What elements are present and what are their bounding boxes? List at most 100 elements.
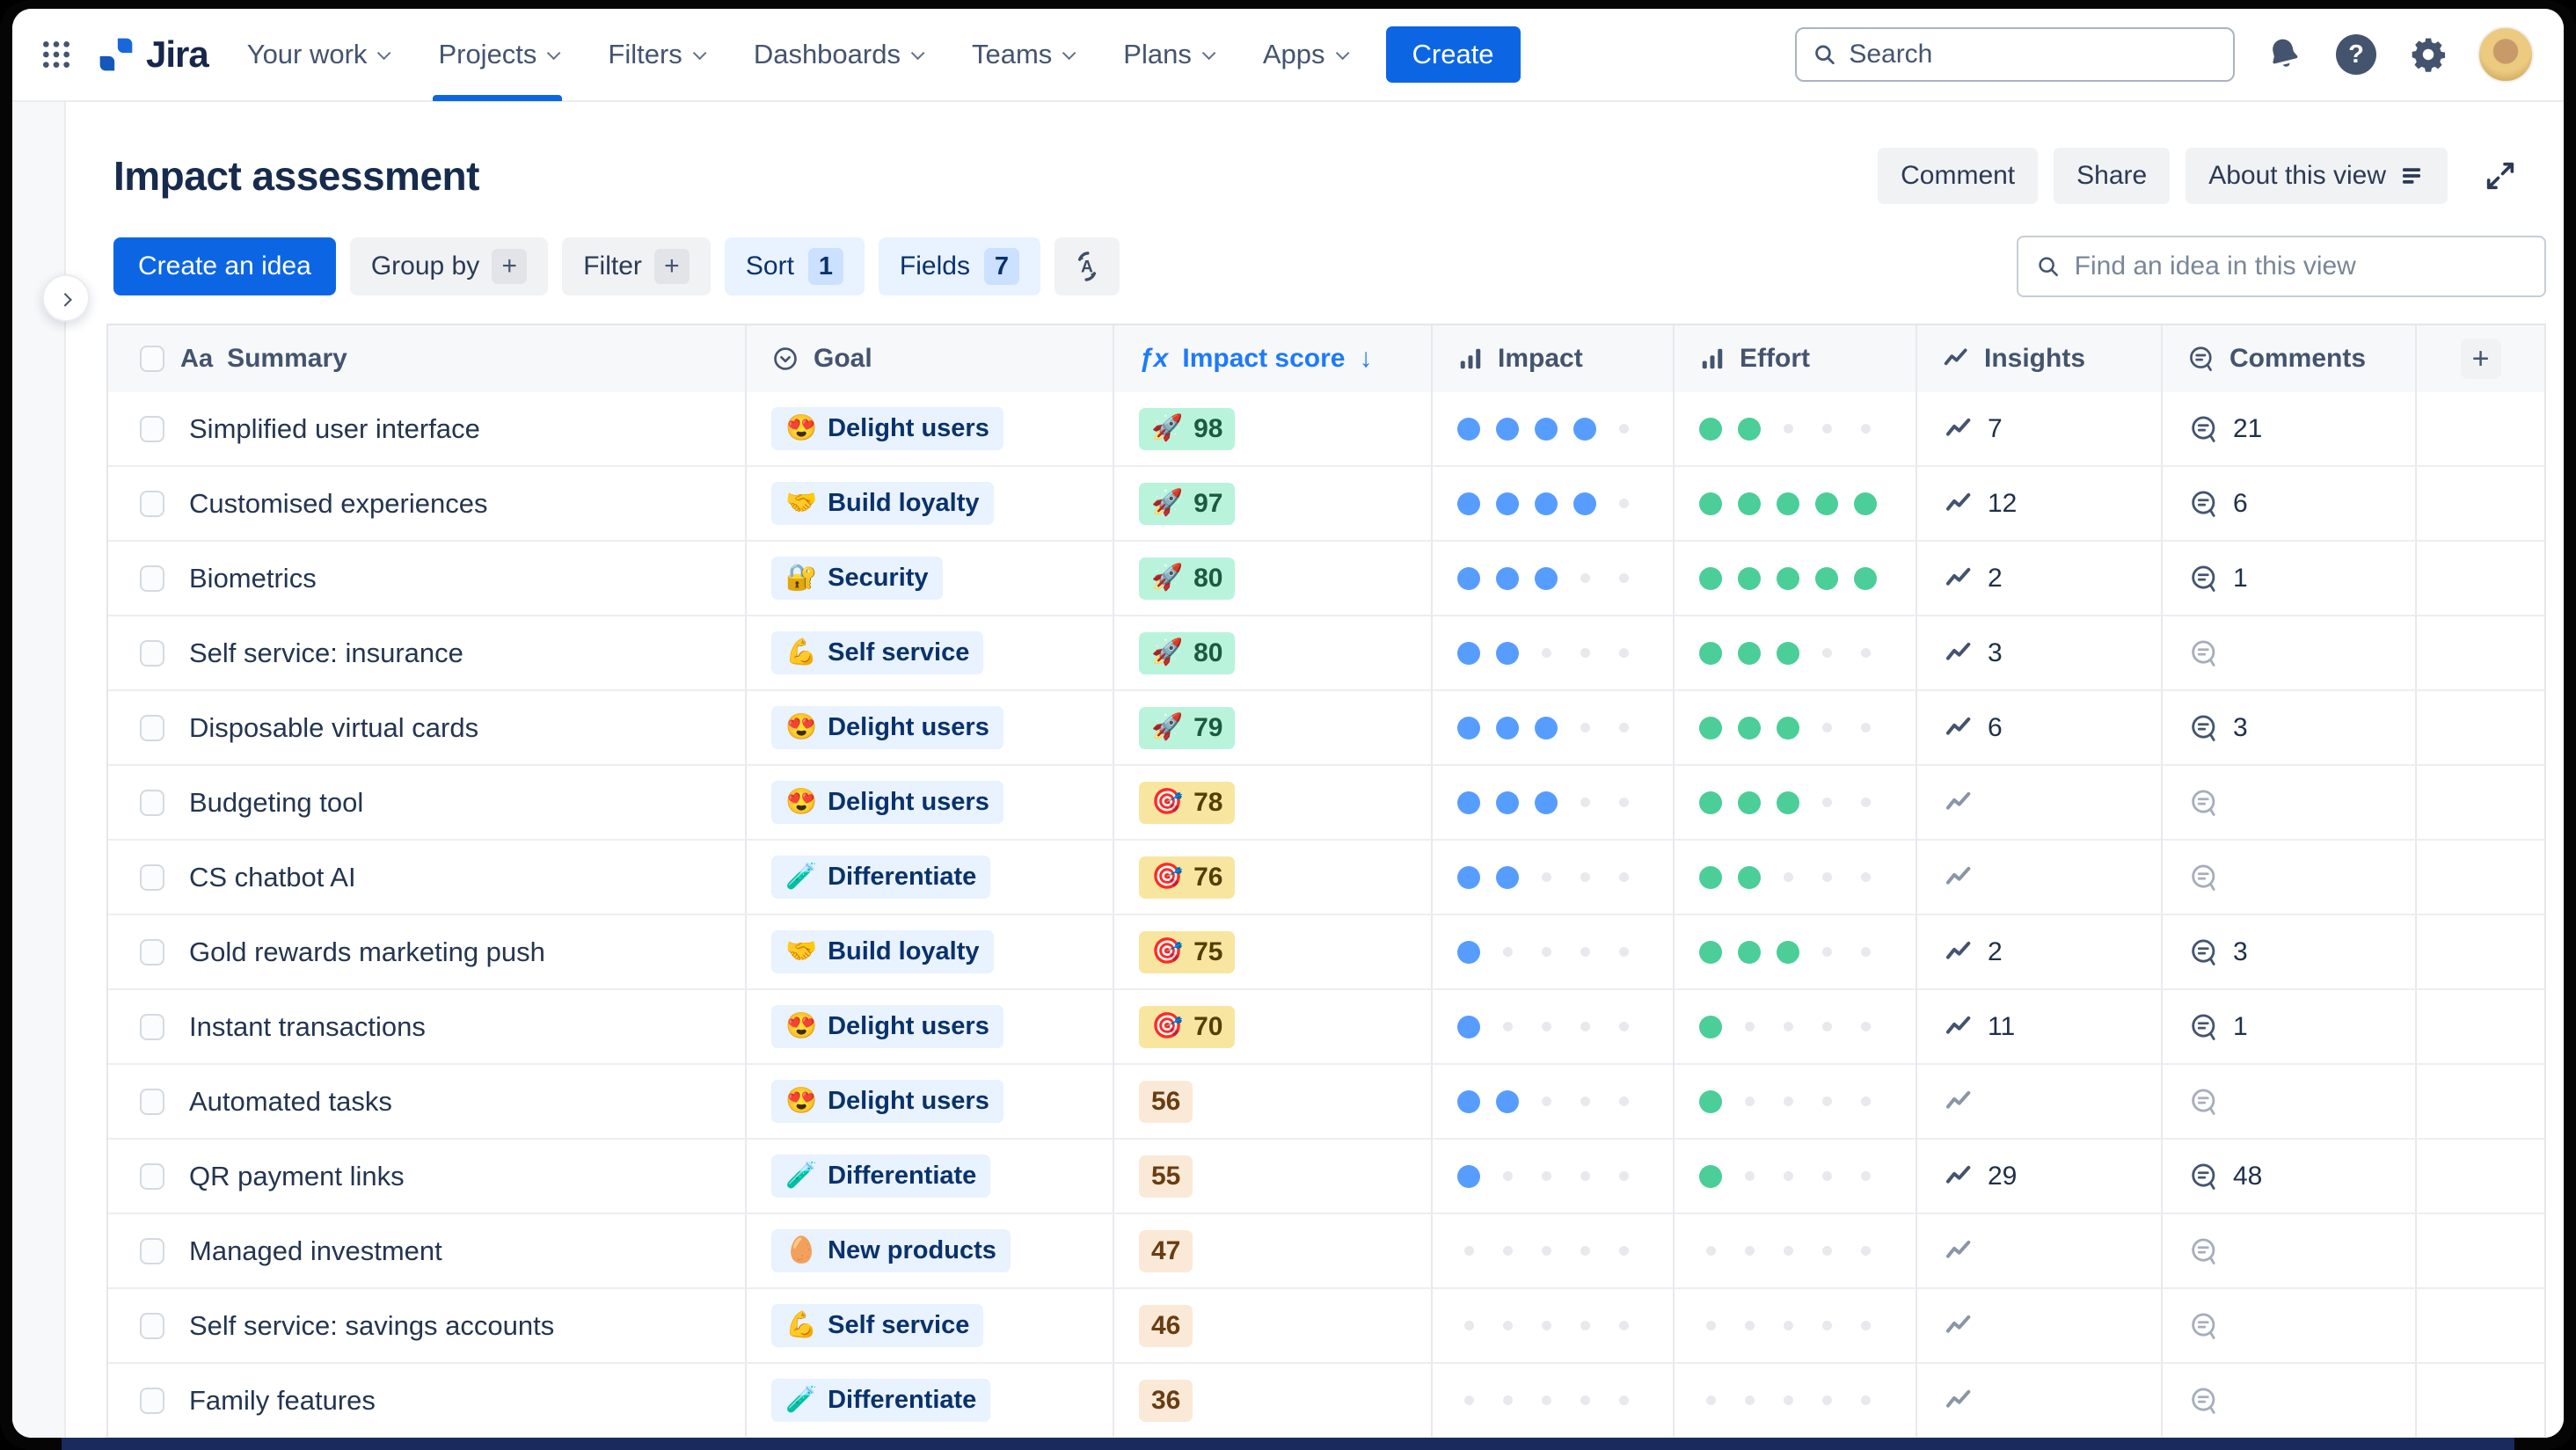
row-checkbox[interactable] — [140, 1162, 164, 1190]
translate-button[interactable]: A — [1054, 237, 1120, 295]
nav-item-projects[interactable]: Projects — [433, 9, 563, 101]
insights-cell[interactable]: 2 — [1917, 542, 2163, 616]
comment-button[interactable]: Comment — [1878, 148, 2039, 204]
filter-button[interactable]: Filter + — [562, 237, 711, 295]
insights-cell[interactable]: 11 — [1917, 990, 2163, 1065]
impact-rating[interactable] — [1433, 990, 1675, 1065]
table-row[interactable]: Self service: insurance 💪 Self service 🚀… — [108, 616, 2544, 691]
row-checkbox[interactable] — [140, 490, 164, 517]
find-idea-input[interactable] — [2074, 251, 2527, 281]
row-checkbox[interactable] — [140, 789, 164, 816]
table-row[interactable]: Gold rewards marketing push 🤝 Build loya… — [108, 915, 2544, 990]
insights-cell[interactable] — [1917, 1214, 2163, 1289]
about-view-button[interactable]: About this view — [2186, 148, 2448, 204]
row-checkbox[interactable] — [140, 1088, 164, 1115]
table-row[interactable]: Managed investment 🥚 New products 47 — [108, 1214, 2544, 1289]
effort-rating[interactable] — [1675, 1140, 1917, 1214]
comments-cell[interactable] — [2163, 616, 2417, 691]
table-row[interactable]: Instant transactions 😍 Delight users 🎯 7… — [108, 990, 2544, 1065]
goal-cell[interactable]: 🧪 Differentiate — [747, 1364, 1114, 1438]
row-checkbox[interactable] — [140, 863, 164, 891]
comments-cell[interactable]: 21 — [2163, 392, 2417, 467]
impact-score-cell[interactable]: 🚀 79 — [1114, 691, 1433, 766]
column-header-comments[interactable]: Comments — [2163, 325, 2417, 392]
global-search-input[interactable] — [1849, 40, 2217, 69]
nav-item-your-work[interactable]: Your work — [247, 9, 391, 101]
impact-score-cell[interactable]: 🎯 75 — [1114, 915, 1433, 990]
notifications-button[interactable] — [2261, 32, 2307, 77]
column-header-effort[interactable]: Effort — [1675, 325, 1917, 392]
create-idea-button[interactable]: Create an idea — [113, 237, 336, 295]
impact-rating[interactable] — [1433, 1065, 1675, 1140]
summary-cell[interactable]: Automated tasks — [108, 1065, 747, 1140]
goal-cell[interactable]: 🤝 Build loyalty — [747, 467, 1114, 542]
summary-cell[interactable]: Biometrics — [108, 542, 747, 616]
settings-button[interactable] — [2405, 32, 2451, 77]
effort-rating[interactable] — [1675, 467, 1917, 542]
row-checkbox[interactable] — [140, 565, 164, 592]
effort-rating[interactable] — [1675, 1065, 1917, 1140]
summary-cell[interactable]: Simplified user interface — [108, 392, 747, 467]
comments-cell[interactable] — [2163, 1289, 2417, 1364]
row-checkbox[interactable] — [140, 1312, 164, 1339]
effort-rating[interactable] — [1675, 766, 1917, 841]
help-button[interactable]: ? — [2333, 32, 2379, 77]
insights-cell[interactable] — [1917, 1065, 2163, 1140]
comments-cell[interactable] — [2163, 1065, 2417, 1140]
comments-cell[interactable]: 6 — [2163, 467, 2417, 542]
summary-cell[interactable]: Managed investment — [108, 1214, 747, 1289]
impact-score-cell[interactable]: 🎯 70 — [1114, 990, 1433, 1065]
goal-cell[interactable]: 🧪 Differentiate — [747, 841, 1114, 915]
impact-rating[interactable] — [1433, 392, 1675, 467]
comments-cell[interactable] — [2163, 841, 2417, 915]
effort-rating[interactable] — [1675, 1364, 1917, 1438]
effort-rating[interactable] — [1675, 915, 1917, 990]
table-row[interactable]: Simplified user interface 😍 Delight user… — [108, 392, 2544, 467]
insights-cell[interactable]: 3 — [1917, 616, 2163, 691]
column-header-goal[interactable]: Goal — [747, 325, 1114, 392]
summary-cell[interactable]: CS chatbot AI — [108, 841, 747, 915]
impact-rating[interactable] — [1433, 467, 1675, 542]
fields-button[interactable]: Fields 7 — [878, 237, 1040, 295]
global-search[interactable] — [1795, 27, 2235, 82]
impact-score-cell[interactable]: 36 — [1114, 1364, 1433, 1438]
column-header-impact[interactable]: Impact — [1433, 325, 1675, 392]
goal-cell[interactable]: 😍 Delight users — [747, 392, 1114, 467]
table-row[interactable]: Disposable virtual cards 😍 Delight users… — [108, 691, 2544, 766]
summary-cell[interactable]: QR payment links — [108, 1140, 747, 1214]
summary-cell[interactable]: Family features — [108, 1364, 747, 1438]
summary-cell[interactable]: Instant transactions — [108, 990, 747, 1065]
effort-rating[interactable] — [1675, 841, 1917, 915]
add-column-button[interactable]: + — [2417, 325, 2544, 392]
row-checkbox[interactable] — [140, 639, 164, 667]
comments-cell[interactable] — [2163, 1364, 2417, 1438]
column-header-impact-score[interactable]: ƒx Impact score ↓ — [1114, 325, 1433, 392]
nav-item-dashboards[interactable]: Dashboards — [754, 9, 925, 101]
goal-cell[interactable]: 💪 Self service — [747, 1289, 1114, 1364]
goal-cell[interactable]: 🔐 Security — [747, 542, 1114, 616]
table-row[interactable]: Self service: savings accounts 💪 Self se… — [108, 1289, 2544, 1364]
summary-cell[interactable]: Self service: savings accounts — [108, 1289, 747, 1364]
insights-cell[interactable]: 29 — [1917, 1140, 2163, 1214]
row-checkbox[interactable] — [140, 415, 164, 442]
impact-rating[interactable] — [1433, 1364, 1675, 1438]
row-checkbox[interactable] — [140, 1237, 164, 1264]
impact-score-cell[interactable]: 🎯 78 — [1114, 766, 1433, 841]
impact-score-cell[interactable]: 🎯 76 — [1114, 841, 1433, 915]
insights-cell[interactable]: 12 — [1917, 467, 2163, 542]
comments-cell[interactable] — [2163, 766, 2417, 841]
goal-cell[interactable]: 💪 Self service — [747, 616, 1114, 691]
fullscreen-button[interactable] — [2477, 153, 2523, 199]
insights-cell[interactable] — [1917, 766, 2163, 841]
user-avatar[interactable] — [2477, 26, 2534, 83]
impact-rating[interactable] — [1433, 1140, 1675, 1214]
row-checkbox[interactable] — [140, 714, 164, 741]
effort-rating[interactable] — [1675, 392, 1917, 467]
comments-cell[interactable]: 3 — [2163, 691, 2417, 766]
impact-rating[interactable] — [1433, 766, 1675, 841]
sort-button[interactable]: Sort 1 — [724, 237, 865, 295]
table-row[interactable]: Biometrics 🔐 Security 🚀 80 2 1 — [108, 542, 2544, 616]
impact-rating[interactable] — [1433, 915, 1675, 990]
impact-score-cell[interactable]: 🚀 80 — [1114, 616, 1433, 691]
comments-cell[interactable] — [2163, 1214, 2417, 1289]
